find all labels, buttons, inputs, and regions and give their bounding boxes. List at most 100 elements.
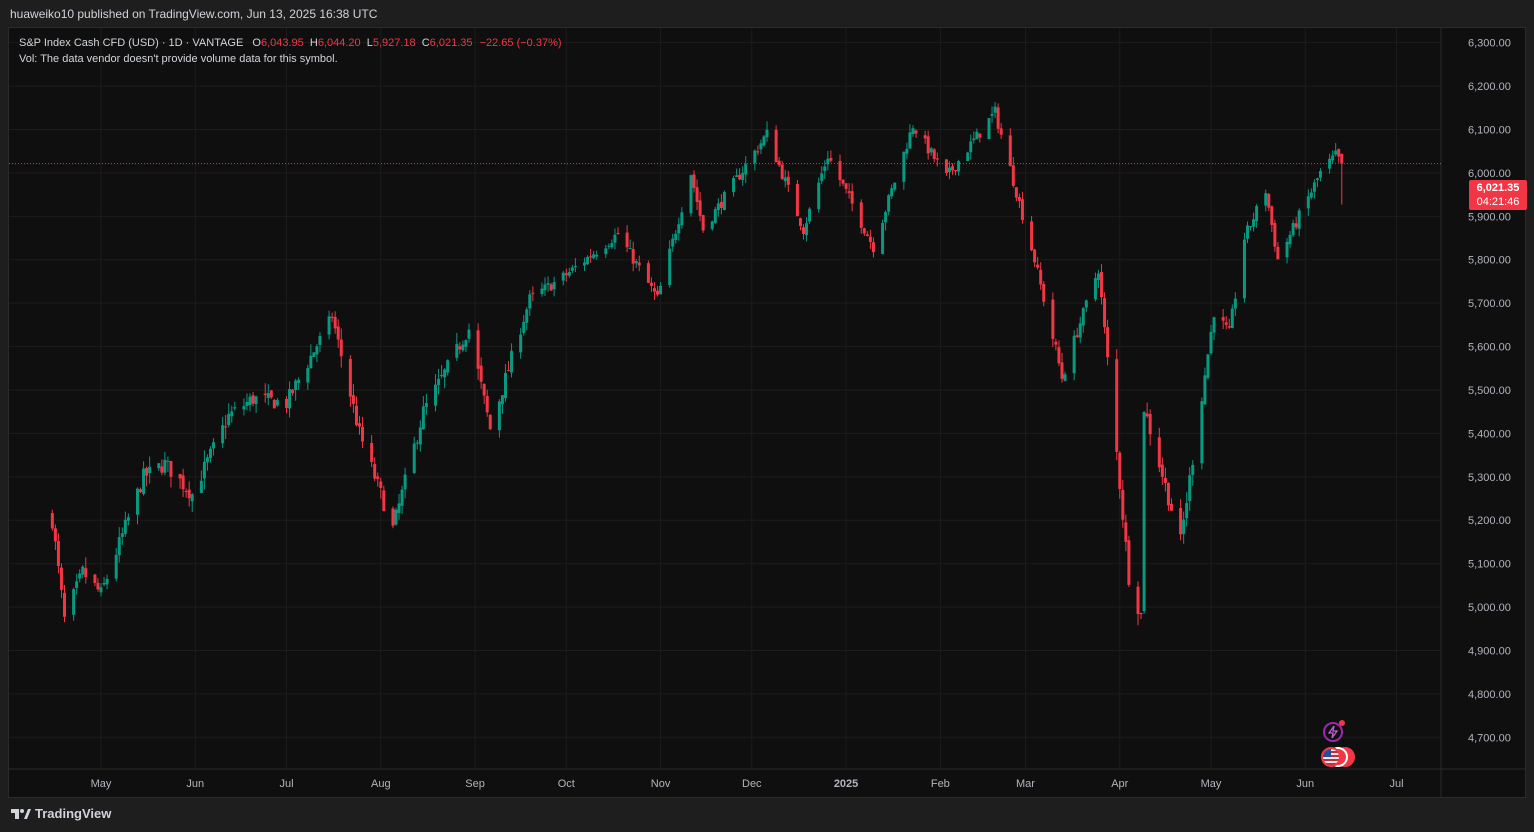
candle-up (190, 494, 194, 502)
earnings-event-icon[interactable] (1323, 720, 1345, 742)
x-axis-tick-label: May (91, 778, 112, 790)
candle-down (850, 191, 854, 204)
candle-up (929, 148, 933, 153)
x-axis-tick-label: Jul (1389, 778, 1403, 790)
candle-down (348, 359, 352, 397)
candle-down (531, 292, 535, 294)
candle-down (93, 574, 97, 584)
candle-up (592, 254, 596, 259)
symbol-title[interactable]: S&P Index Cash CFD (USD) · 1D · VANTAGE (19, 37, 244, 49)
candle-up (105, 578, 109, 585)
candle-down (1051, 299, 1055, 339)
candlestick-chart[interactable]: 6,300.00 6,200.00 6,100.00 6,000.00 5,900.00… (9, 28, 1525, 797)
candle-down (844, 183, 848, 189)
candle-down (914, 130, 918, 134)
candle-down (841, 179, 845, 184)
candle-up (1306, 196, 1310, 209)
candle-down (139, 489, 143, 493)
candle-up (1318, 170, 1322, 178)
candle-down (871, 242, 875, 253)
candle-up (1081, 308, 1085, 326)
candle-up (546, 283, 550, 285)
x-axis-tick-label: Jul (279, 778, 293, 790)
candle-up (148, 466, 152, 474)
candle-up (604, 248, 608, 255)
candle-up (607, 245, 611, 247)
candle-up (668, 248, 672, 286)
candle-down (1014, 187, 1018, 198)
candle-down (756, 151, 760, 153)
candle-down (56, 541, 60, 566)
y-axis-tick-label: 5,300.00 (1468, 472, 1511, 484)
candle-down (1276, 246, 1280, 260)
candle-up (525, 309, 529, 323)
candle-down (1033, 249, 1037, 263)
candle-down (224, 426, 228, 428)
candle-up (765, 129, 769, 138)
candle-up (230, 411, 234, 417)
candle-down (1179, 508, 1183, 535)
candle-down (795, 183, 799, 217)
candle-up (1242, 239, 1246, 299)
candle-down (999, 128, 1003, 135)
x-axis-tick-label: Nov (651, 778, 671, 790)
candle-down (996, 107, 1000, 129)
candle-down (951, 166, 955, 171)
candle-down (53, 528, 57, 542)
candle-up (902, 151, 906, 182)
candle-up (1191, 464, 1195, 475)
footer-bar: TradingView (0, 798, 1534, 832)
candle-up (947, 167, 951, 173)
candle-down (391, 508, 395, 526)
candle-up (753, 150, 757, 164)
candle-down (59, 567, 63, 590)
candle-up (212, 442, 216, 449)
candle-down (1039, 269, 1043, 285)
candle-up (972, 138, 976, 141)
candle-down (479, 365, 483, 382)
candle-down (330, 316, 334, 319)
candle-down (777, 160, 781, 166)
us-flag-event-icon[interactable] (1321, 747, 1341, 767)
candle-up (1084, 300, 1088, 308)
tradingview-brand-text: TradingView (35, 806, 112, 821)
chart-panel[interactable]: 6,300.00 6,200.00 6,100.00 6,000.00 5,900.00… (8, 27, 1527, 798)
candle-down (361, 426, 365, 442)
candle-up (987, 118, 991, 140)
x-axis-tick-label: Sep (465, 778, 485, 790)
candle-down (859, 202, 863, 228)
candle-up (713, 209, 717, 223)
candle-up (455, 343, 459, 358)
candle-down (1148, 413, 1152, 435)
candle-up (275, 400, 279, 406)
tradingview-logo[interactable]: TradingView (11, 806, 111, 821)
candle-down (1224, 322, 1228, 325)
symbol-legend: S&P Index Cash CFD (USD) · 1D · VANTAGE … (19, 35, 562, 67)
candle-down (1115, 359, 1119, 452)
candle-up (1203, 375, 1207, 405)
candle-down (829, 158, 833, 161)
candle-up (659, 285, 663, 295)
candle-up (446, 360, 450, 373)
candle-down (1273, 223, 1277, 247)
legend-high-label: H (309, 37, 318, 49)
candle-up (497, 401, 501, 431)
candle-up (905, 148, 909, 154)
y-axis-tick-label: 6,100.00 (1468, 125, 1511, 137)
candle-up (1309, 192, 1313, 198)
candle-up (318, 335, 322, 345)
candle-down (1127, 540, 1131, 585)
candle-up (443, 369, 447, 378)
candle-down (698, 200, 702, 216)
candle-up (1093, 278, 1097, 300)
candle-up (722, 192, 726, 211)
candle-up (890, 188, 894, 197)
candle-down (373, 464, 377, 479)
candle-down (838, 161, 842, 181)
candle-down (178, 474, 182, 479)
candle-up (221, 425, 225, 444)
candle-down (1227, 326, 1231, 328)
candle-down (160, 466, 164, 473)
candle-down (63, 592, 67, 617)
candle-down (631, 248, 635, 264)
